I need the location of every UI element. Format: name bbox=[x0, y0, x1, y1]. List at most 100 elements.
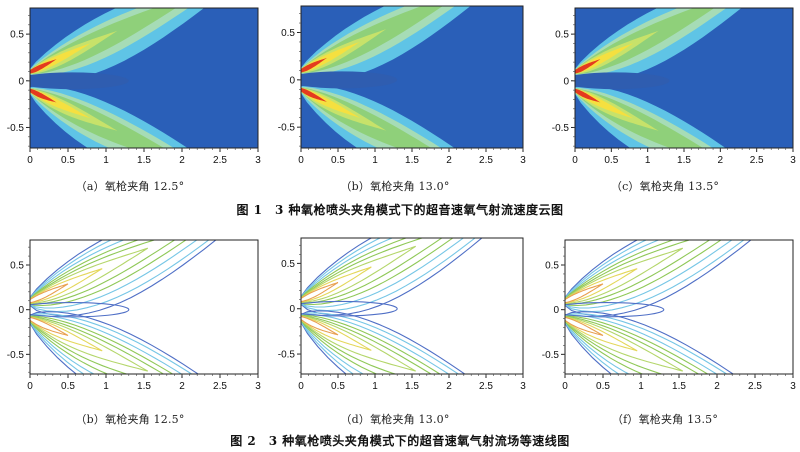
x-tick-label: 1.5 bbox=[405, 381, 419, 392]
x-tick-label: 0.5 bbox=[604, 155, 618, 166]
jet-band bbox=[30, 88, 57, 103]
isovelocity-line bbox=[30, 311, 200, 374]
x-tick-label: 0.5 bbox=[331, 155, 345, 166]
x-tick-label: 1.5 bbox=[137, 381, 151, 392]
x-tick-label: 2 bbox=[714, 381, 720, 392]
x-tick-label: 1 bbox=[103, 155, 109, 166]
x-tick-label: 1 bbox=[103, 381, 109, 392]
x-tick-label: 2 bbox=[179, 381, 185, 392]
center-isoline bbox=[301, 300, 398, 317]
x-tick-label: 3 bbox=[255, 155, 261, 166]
x-tick-label: 0.5 bbox=[61, 155, 75, 166]
isovelocity-line bbox=[30, 283, 69, 304]
x-tick-label: 1.5 bbox=[672, 381, 686, 392]
x-tick-label: 0.5 bbox=[331, 381, 345, 392]
y-tick-label: 0.5 bbox=[281, 259, 295, 270]
isovelocity-line bbox=[30, 240, 217, 317]
isovelocity-line bbox=[565, 316, 700, 374]
x-tick-label: 3 bbox=[790, 381, 796, 392]
y-tick-label: 0.5 bbox=[281, 28, 295, 39]
x-tick-label: 1 bbox=[638, 381, 644, 392]
x-tick-label: 1.5 bbox=[677, 155, 691, 166]
jet-band bbox=[575, 88, 601, 103]
jet-band bbox=[575, 59, 601, 74]
fig2-panel-f: 0 0.5 1 1.5 2 2.5 3 0.5 0 -0.5 （f）氧枪夹角 13.5° bbox=[535, 226, 797, 426]
contour-plot: 0 0.5 1 1.5 2 2.5 3 0.5 0 -0.5 bbox=[0, 0, 262, 172]
fig2-panel-d: 0 0.5 1 1.5 2 2.5 3 0.5 0 -0.5 （d）氧枪夹角 13.0° bbox=[265, 226, 526, 426]
fig2-panel-b: 0 0.5 1 1.5 2 2.5 3 0.5 0 -0.5 （b）氧枪夹角 12.5° bbox=[0, 226, 262, 426]
y-tick-label: 0 bbox=[553, 305, 559, 316]
isovelocity-line bbox=[565, 240, 752, 317]
x-tick-label: 2.5 bbox=[213, 155, 227, 166]
plot-area bbox=[301, 238, 523, 374]
x-tick-label: 0 bbox=[27, 155, 33, 166]
plot-area bbox=[301, 6, 523, 148]
center-core bbox=[575, 72, 670, 90]
isovelocity-line bbox=[301, 238, 443, 304]
x-tick-label: 2.5 bbox=[748, 381, 762, 392]
y-tick-label: -0.5 bbox=[7, 123, 25, 134]
isovelocity-line bbox=[565, 247, 684, 304]
center-isoline bbox=[565, 301, 665, 318]
isovelocity-line bbox=[30, 316, 103, 352]
x-tick-label: 0 bbox=[298, 381, 304, 392]
plot-area bbox=[30, 240, 258, 374]
isovelocity-plot: 0 0.5 1 1.5 2 2.5 3 0.5 0 -0.5 bbox=[0, 226, 262, 402]
x-tick-label: 1 bbox=[372, 381, 378, 392]
x-tick-label: 1 bbox=[645, 155, 651, 166]
isovelocity-plot: 0 0.5 1 1.5 2 2.5 3 0.5 0 -0.5 bbox=[535, 226, 797, 402]
x-tick-label: 3 bbox=[520, 381, 526, 392]
isovelocity-line bbox=[565, 315, 709, 374]
y-tick-label: 0.5 bbox=[555, 30, 569, 41]
x-tick-label: 2 bbox=[179, 155, 185, 166]
isovelocity-line bbox=[565, 316, 684, 372]
subfigure-caption: （d）氧枪夹角 13.0° bbox=[340, 413, 450, 426]
figure-1-caption: 图 1 3 种氧枪喷头夹角模式下的超音速氧气射流速度云图 bbox=[236, 203, 564, 217]
y-tick-label: -0.5 bbox=[278, 123, 296, 134]
x-tick-label: 2 bbox=[446, 381, 452, 392]
isovelocity-line bbox=[565, 268, 638, 304]
y-tick-label: 0 bbox=[563, 76, 569, 87]
isovelocity-line bbox=[30, 316, 149, 372]
x-tick-label: 0.5 bbox=[61, 381, 75, 392]
center-isoline bbox=[30, 301, 130, 318]
isovelocity-line bbox=[301, 245, 417, 303]
isovelocity-line bbox=[301, 238, 483, 316]
isovelocity-line bbox=[30, 316, 165, 374]
isovelocity-line bbox=[301, 238, 454, 306]
isovelocity-line bbox=[30, 316, 69, 337]
y-tick-label: 0 bbox=[289, 75, 295, 86]
isovelocity-line bbox=[565, 240, 745, 313]
isovelocity-line bbox=[565, 313, 728, 374]
isovelocity-line bbox=[301, 281, 339, 303]
isovelocity-line bbox=[30, 240, 187, 307]
isovelocity-line bbox=[301, 315, 372, 351]
x-tick-label: 3 bbox=[520, 155, 526, 166]
isovelocity-line bbox=[565, 240, 722, 307]
x-tick-label: 2 bbox=[446, 155, 452, 166]
isovelocity-line bbox=[301, 238, 476, 312]
isovelocity-line bbox=[565, 283, 604, 304]
x-tick-label: 0 bbox=[27, 381, 33, 392]
x-tick-label: 0 bbox=[298, 155, 304, 166]
subfigure-caption: （c）氧枪夹角 13.5° bbox=[610, 180, 720, 193]
y-tick-label: 0 bbox=[18, 305, 24, 316]
jet-band bbox=[30, 59, 57, 74]
isovelocity-line bbox=[301, 315, 433, 374]
x-tick-label: 3 bbox=[790, 155, 796, 166]
x-tick-label: 2 bbox=[718, 155, 724, 166]
subfigure-caption: （b）氧枪夹角 13.0° bbox=[340, 180, 450, 193]
fig1-panel-a: 0 0.5 1 1.5 2 2.5 3 0.5 0 -0.5 （a）氧枪夹角 12.5° bbox=[0, 0, 262, 195]
isovelocity-line bbox=[301, 315, 339, 336]
isovelocity-line bbox=[30, 313, 193, 374]
x-tick-label: 2.5 bbox=[479, 155, 493, 166]
x-tick-label: 0 bbox=[572, 155, 578, 166]
isovelocity-line bbox=[565, 316, 604, 337]
x-tick-label: 0.5 bbox=[596, 381, 610, 392]
plot-area bbox=[575, 8, 793, 148]
isovelocity-line bbox=[301, 315, 416, 372]
y-tick-label: 0.5 bbox=[10, 30, 24, 41]
fig1-panel-b: 0 0.5 1 1.5 2 2.5 3 0.5 0 -0.5 （b）氧枪夹角 13.0° bbox=[265, 0, 526, 195]
isovelocity-line bbox=[301, 313, 450, 374]
isovelocity-line bbox=[565, 240, 733, 309]
